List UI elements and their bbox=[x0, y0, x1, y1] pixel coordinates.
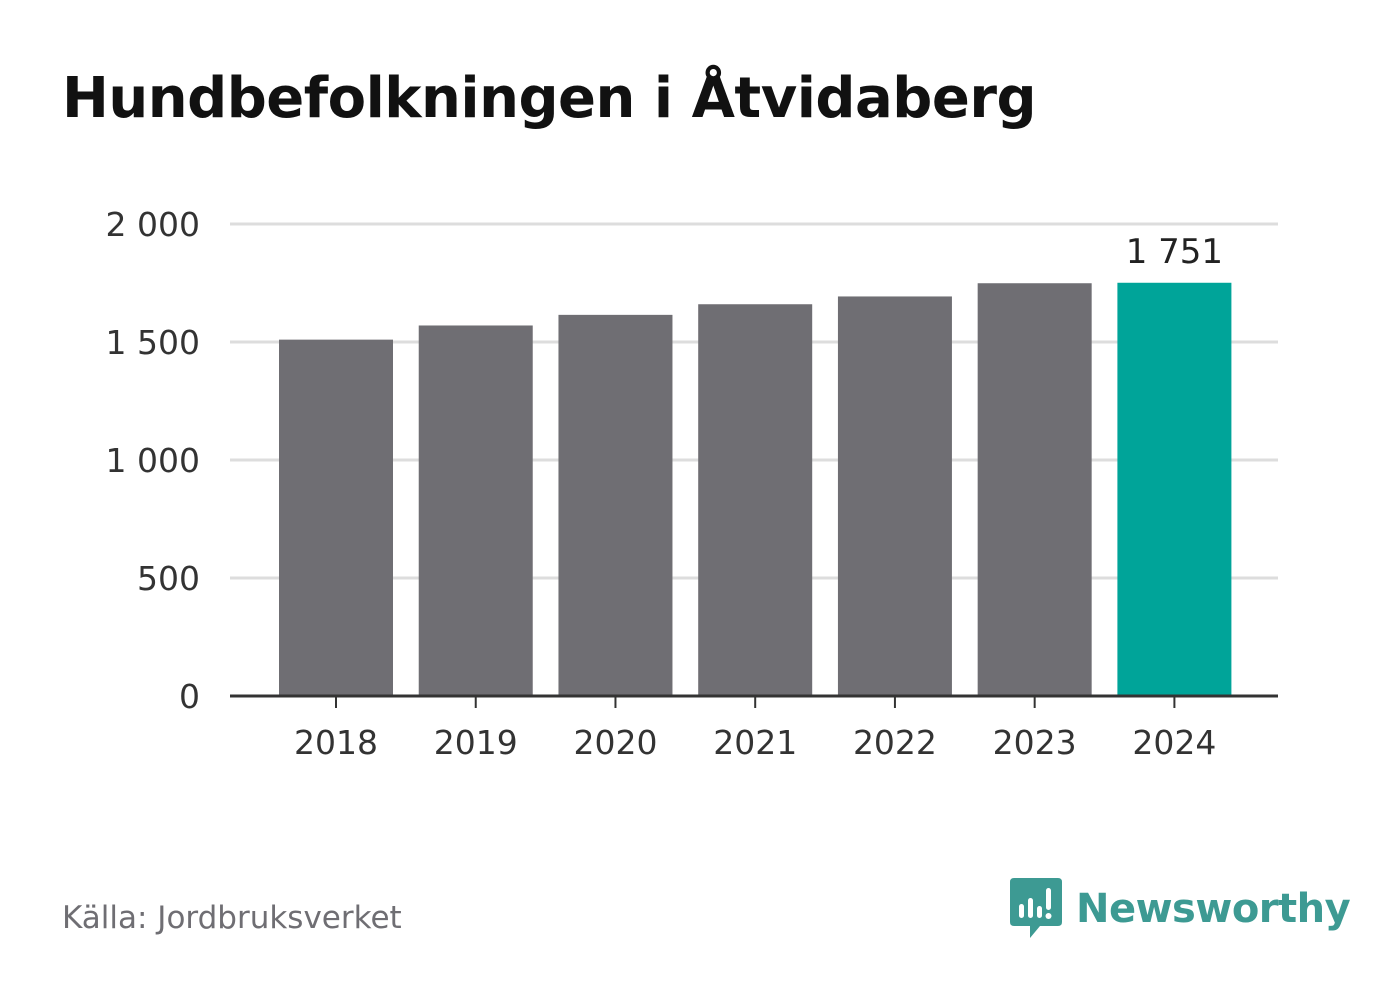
bar-2019 bbox=[418, 325, 533, 696]
y-tick-label: 2 000 bbox=[106, 205, 200, 244]
x-tick-label: 2021 bbox=[713, 723, 797, 762]
x-axis: 2018 2019 2020 2021 2022 2023 2024 bbox=[230, 694, 1278, 762]
x-tick-label: 2018 bbox=[294, 723, 378, 762]
bar-2024 bbox=[1117, 282, 1232, 696]
brand-name: Newsworthy bbox=[1076, 886, 1351, 932]
y-tick-label: 1 500 bbox=[106, 323, 200, 362]
data-label: 1 751 bbox=[1126, 232, 1223, 272]
data-labels: 1 751 bbox=[1126, 232, 1223, 272]
x-tick-label: 2019 bbox=[434, 723, 518, 762]
x-tick-label: 2024 bbox=[1132, 723, 1216, 762]
x-tick-label: 2020 bbox=[573, 723, 657, 762]
newsworthy-logo-icon bbox=[1010, 878, 1062, 938]
x-tick-label: 2023 bbox=[993, 723, 1077, 762]
bars bbox=[279, 282, 1232, 696]
y-tick-label: 1 000 bbox=[106, 441, 200, 480]
brand-logo[interactable]: Newsworthy bbox=[1010, 878, 1351, 940]
bar-2021 bbox=[698, 304, 813, 696]
bar-2022 bbox=[837, 296, 952, 696]
bar-2020 bbox=[558, 314, 673, 696]
y-tick-label: 0 bbox=[179, 677, 200, 716]
source-note: Källa: Jordbruksverket bbox=[62, 900, 402, 936]
bar-2018 bbox=[279, 339, 393, 696]
y-axis: 0 500 1 000 1 500 2 000 bbox=[106, 205, 200, 716]
bar-2023 bbox=[977, 283, 1092, 696]
y-tick-label: 500 bbox=[137, 559, 200, 598]
chart-title: Hundbefolkningen i Åtvidaberg bbox=[62, 66, 1037, 131]
x-tick-label: 2022 bbox=[853, 723, 937, 762]
